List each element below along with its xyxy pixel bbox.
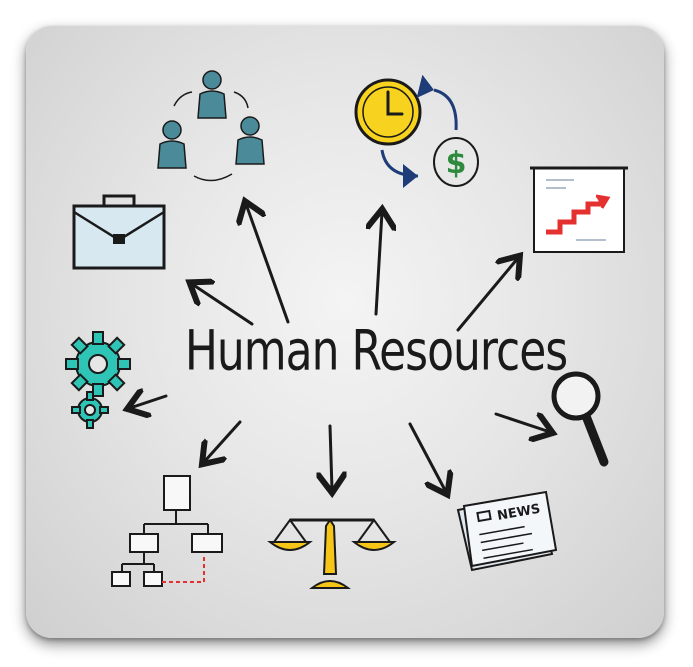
diagram-card: $ bbox=[26, 26, 664, 638]
diagram-canvas: $ bbox=[65, 70, 628, 589]
team-icon bbox=[157, 70, 265, 182]
gears-icon bbox=[65, 331, 131, 429]
newspaper-icon: NEWS bbox=[456, 490, 558, 572]
org-chart-icon bbox=[111, 475, 223, 587]
connector-arrows bbox=[130, 204, 550, 492]
diagram-title: Human Resources bbox=[184, 319, 568, 384]
money-cycle-icon: $ bbox=[354, 74, 479, 188]
svg-text:$: $ bbox=[446, 146, 467, 181]
growth-chart-icon bbox=[530, 166, 628, 253]
briefcase-icon bbox=[72, 194, 166, 270]
scales-icon bbox=[267, 518, 397, 589]
news-label: NEWS bbox=[496, 502, 541, 524]
magnifier-icon bbox=[551, 371, 609, 467]
